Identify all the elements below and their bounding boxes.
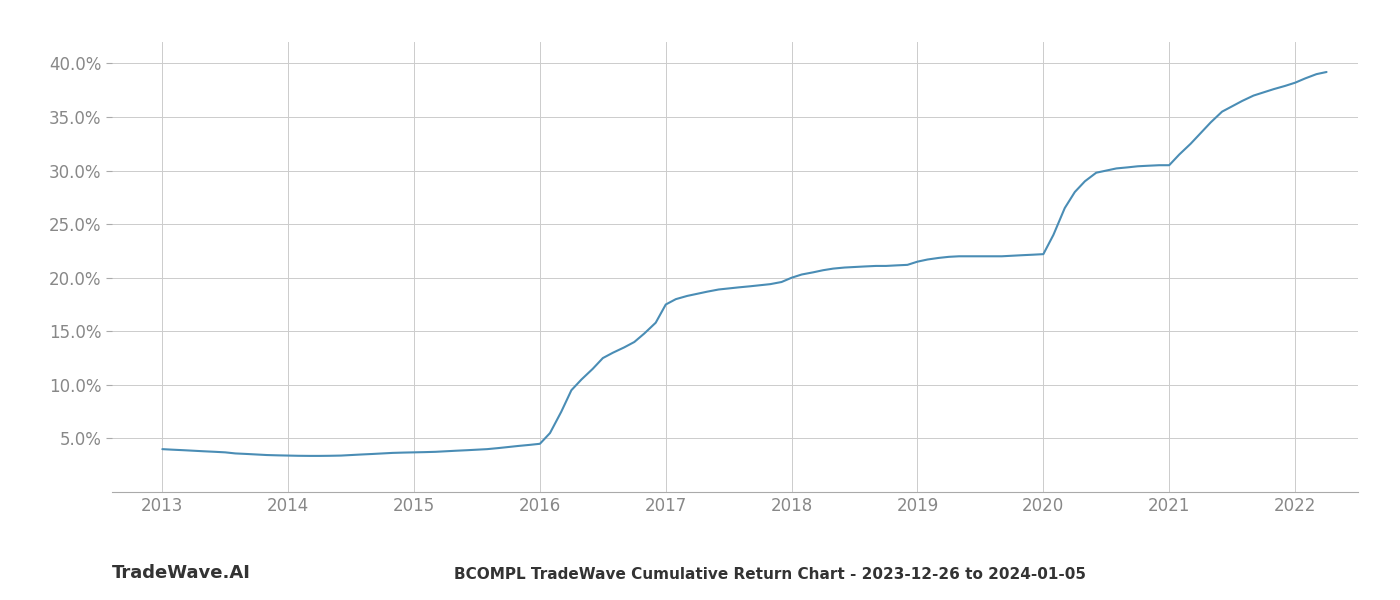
Text: BCOMPL TradeWave Cumulative Return Chart - 2023-12-26 to 2024-01-05: BCOMPL TradeWave Cumulative Return Chart… [454,567,1086,582]
Text: TradeWave.AI: TradeWave.AI [112,564,251,582]
